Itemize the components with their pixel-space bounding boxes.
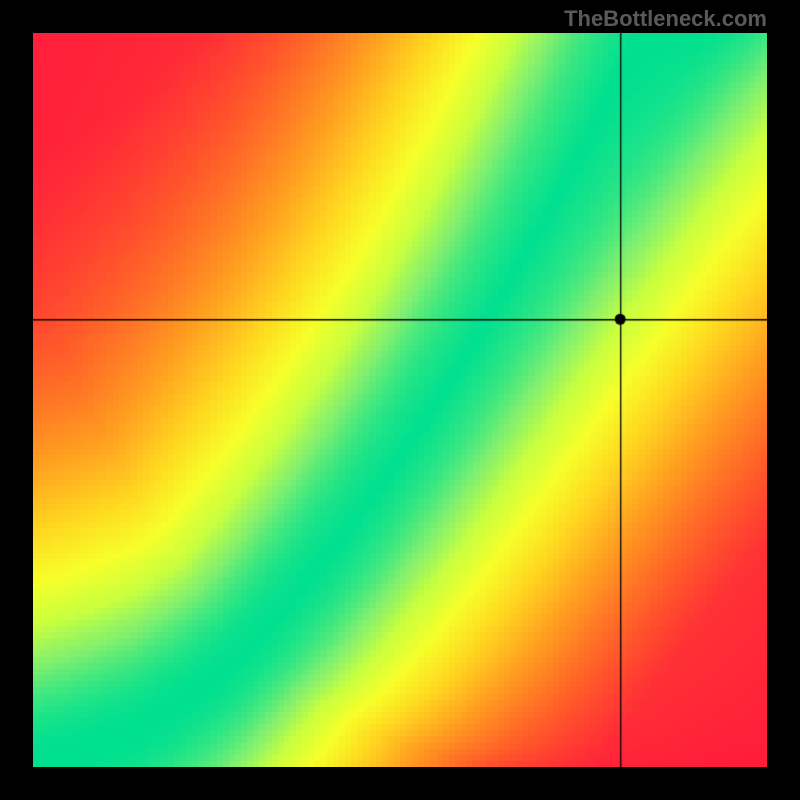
watermark-text: TheBottleneck.com	[564, 6, 767, 32]
chart-container: TheBottleneck.com	[0, 0, 800, 800]
bottleneck-heatmap	[33, 33, 767, 767]
